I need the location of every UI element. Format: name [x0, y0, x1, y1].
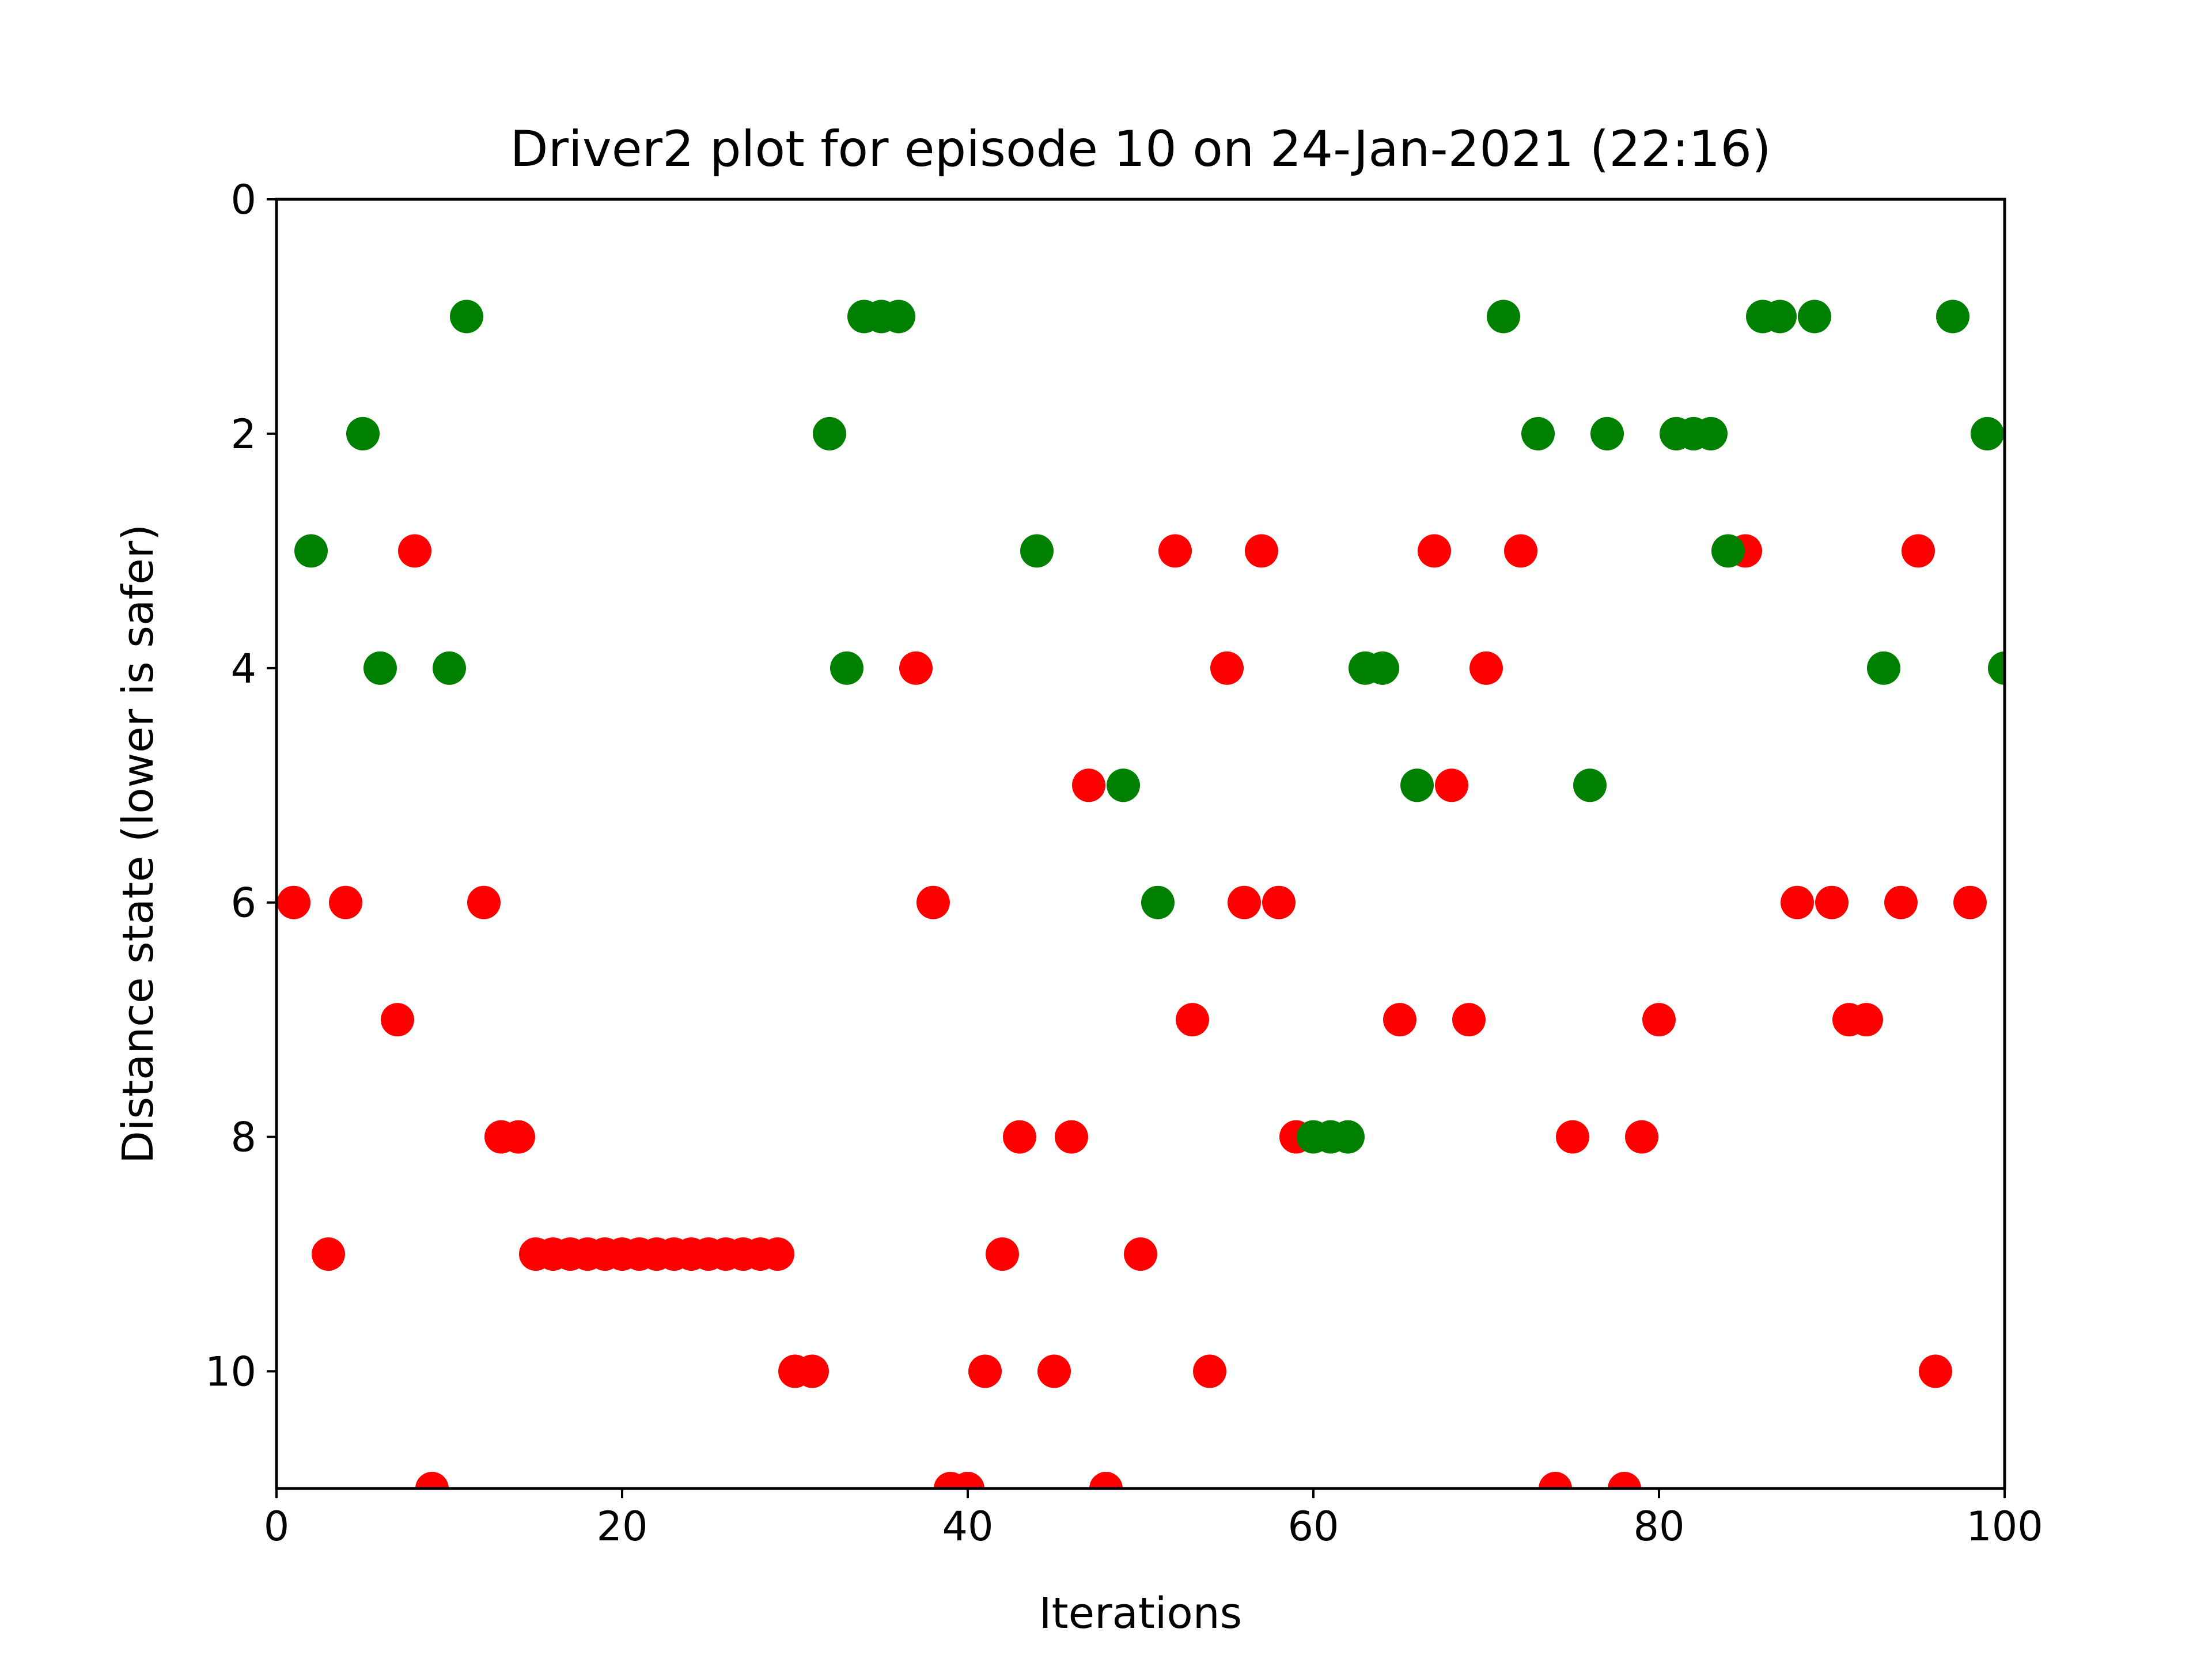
data-point	[1988, 651, 2005, 685]
y-axis-label: Distance state (lower is safer)	[113, 524, 163, 1164]
data-point	[1781, 885, 1814, 919]
chart-title: Driver2 plot for episode 10 on 24-Jan-20…	[510, 120, 1771, 178]
data-point	[1020, 534, 1054, 568]
data-point	[1642, 1003, 1676, 1037]
data-point	[1971, 416, 2004, 450]
data-point	[899, 651, 933, 685]
data-point	[1815, 885, 1849, 919]
data-point	[1504, 534, 1537, 568]
data-point	[916, 885, 950, 919]
data-point	[381, 1003, 414, 1037]
y-tick-label: 10	[205, 1349, 256, 1396]
x-tick-label: 80	[1633, 1503, 1684, 1550]
data-point	[294, 534, 328, 568]
data-point	[1556, 1120, 1589, 1154]
data-point	[312, 1237, 345, 1271]
data-point	[1176, 1003, 1209, 1037]
x-tick-label: 40	[942, 1503, 993, 1550]
data-point	[1452, 1003, 1486, 1037]
data-point	[467, 885, 501, 919]
data-point	[1573, 768, 1607, 802]
data-point	[1902, 534, 1935, 568]
data-point	[1331, 1120, 1365, 1154]
data-point	[813, 416, 846, 450]
data-point	[1055, 1120, 1088, 1154]
data-point	[951, 1472, 984, 1488]
data-point	[433, 651, 466, 685]
data-point	[1210, 651, 1244, 685]
data-point	[1625, 1120, 1658, 1154]
x-axis-label: Iterations	[1039, 1589, 1242, 1638]
data-point	[329, 885, 362, 919]
data-point	[1487, 300, 1520, 334]
plot-frame	[275, 198, 2006, 1490]
data-point	[1228, 885, 1261, 919]
y-tick-label: 4	[230, 645, 256, 692]
data-point	[1245, 534, 1278, 568]
data-point	[1711, 534, 1745, 568]
data-point	[1763, 300, 1797, 334]
data-point	[830, 651, 863, 685]
data-point	[761, 1237, 794, 1271]
data-point	[277, 885, 310, 919]
data-point	[1884, 885, 1918, 919]
data-point	[1366, 651, 1399, 685]
data-points-layer	[277, 300, 2005, 1488]
data-point	[1003, 1120, 1036, 1154]
data-point	[1383, 1003, 1416, 1037]
data-point	[1521, 416, 1555, 450]
data-point	[1936, 300, 1969, 334]
data-point	[1539, 1472, 1572, 1488]
data-point	[986, 1237, 1019, 1271]
data-point	[1418, 534, 1451, 568]
data-point	[1262, 885, 1296, 919]
y-tick-label: 0	[230, 176, 256, 224]
data-point	[1400, 768, 1434, 802]
data-point	[1798, 300, 1831, 334]
x-tick-label: 0	[264, 1503, 290, 1550]
y-tick-label: 6	[230, 880, 256, 927]
data-point	[398, 534, 431, 568]
data-point	[1089, 1472, 1123, 1488]
data-point	[450, 300, 483, 334]
x-axis-ticks: 0 20 40 60 80 100	[264, 1488, 2043, 1550]
data-point	[1953, 885, 1987, 919]
data-point	[1158, 534, 1192, 568]
data-point	[796, 1354, 829, 1388]
data-point	[1590, 416, 1624, 450]
data-point	[1107, 768, 1140, 802]
data-point	[1141, 885, 1175, 919]
x-tick-label: 20	[596, 1503, 647, 1550]
x-tick-label: 100	[1966, 1503, 2043, 1550]
data-point	[502, 1120, 535, 1154]
data-point	[1919, 1354, 1952, 1388]
y-axis-ticks: 0 2 4 6 8 10	[205, 176, 276, 1396]
data-point	[882, 300, 915, 334]
data-point	[363, 651, 397, 685]
data-point	[346, 416, 380, 450]
y-tick-label: 8	[230, 1114, 256, 1161]
data-point	[1867, 651, 1900, 685]
data-point	[415, 1472, 449, 1488]
data-point	[1694, 416, 1728, 450]
data-point	[1193, 1354, 1226, 1388]
y-tick-label: 2	[230, 411, 256, 458]
data-point	[1037, 1354, 1071, 1388]
data-point	[1072, 768, 1105, 802]
data-point	[968, 1354, 1002, 1388]
x-tick-label: 60	[1287, 1503, 1339, 1550]
data-point	[1469, 651, 1503, 685]
data-point	[1608, 1472, 1641, 1488]
data-point	[1124, 1237, 1157, 1271]
data-point	[1435, 768, 1468, 802]
data-point	[1850, 1003, 1883, 1037]
